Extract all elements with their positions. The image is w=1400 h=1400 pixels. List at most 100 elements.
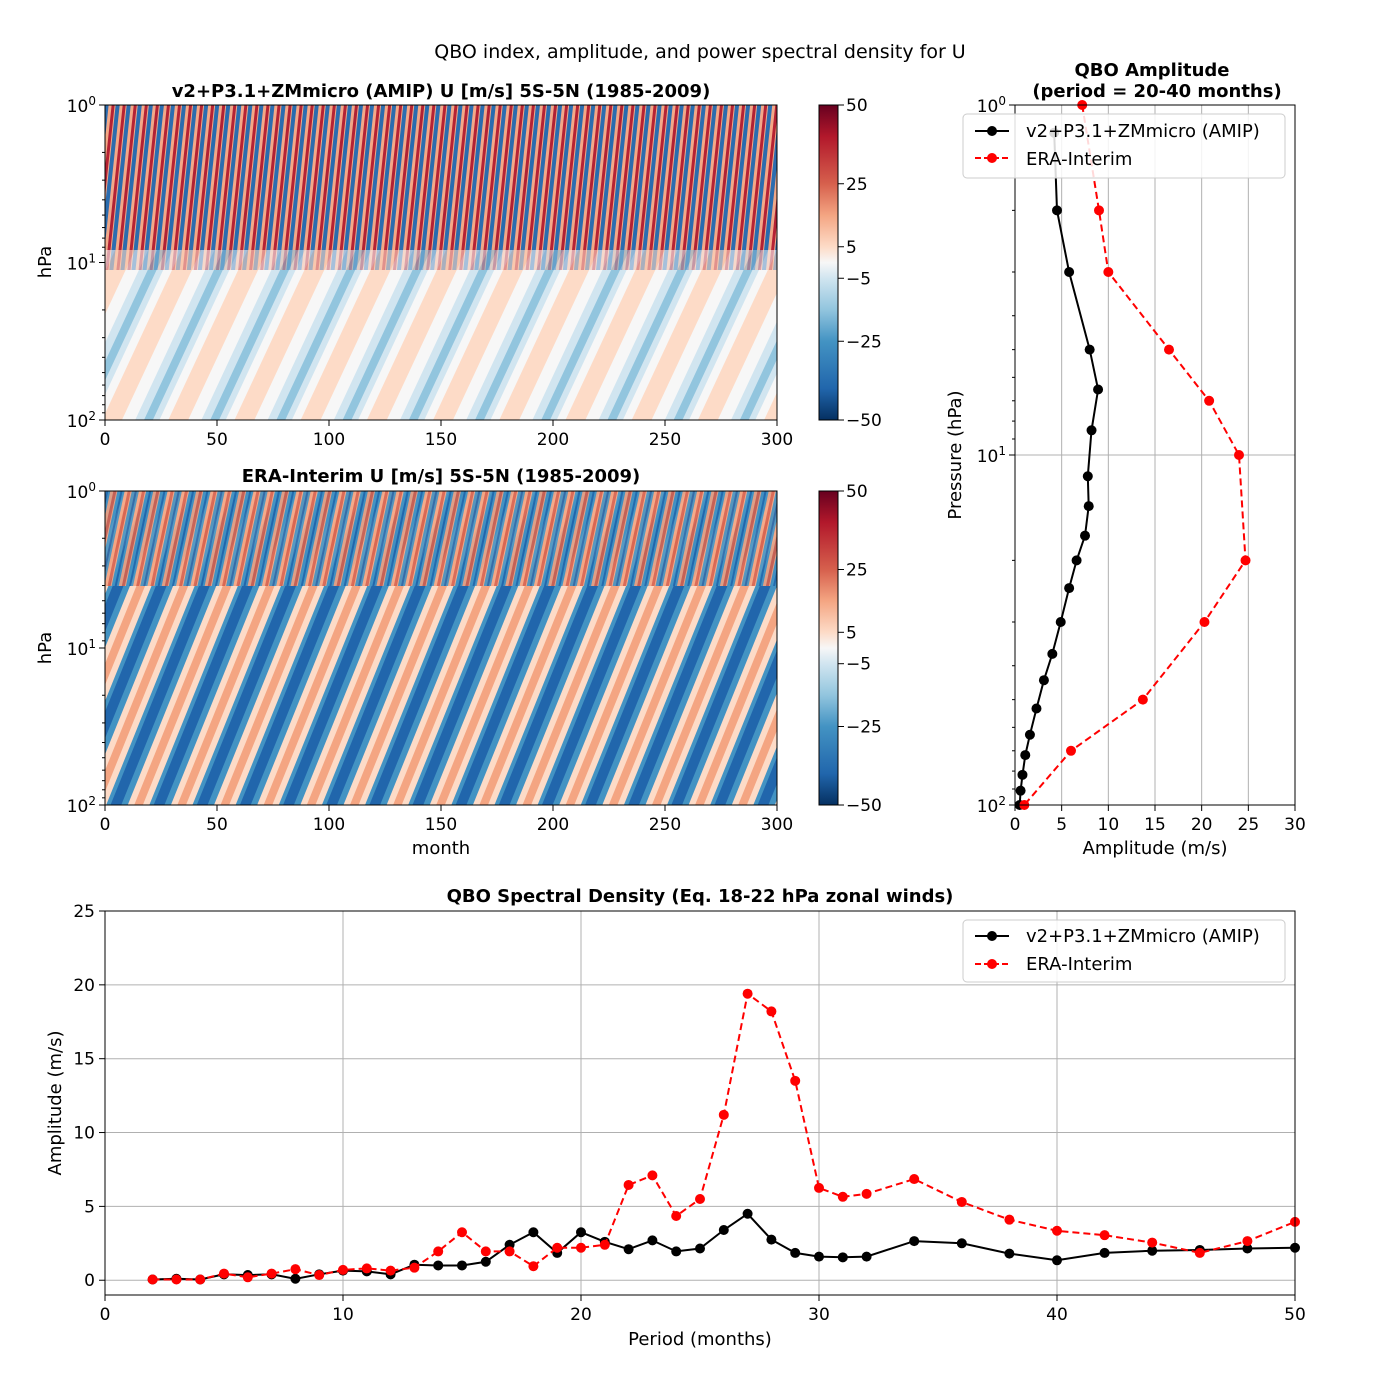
model-spectral-point bbox=[290, 1273, 301, 1284]
model-amplitude-point bbox=[1084, 344, 1095, 355]
colorbar-tick-label: −50 bbox=[846, 411, 882, 431]
amplitude-xlabel: Amplitude (m/s) bbox=[1083, 838, 1228, 859]
x-tick-label: 10 bbox=[1098, 815, 1120, 835]
y-tick-label: 102 bbox=[67, 794, 96, 817]
colorbar-tick-label: 50 bbox=[846, 482, 868, 502]
model-heatmap-yticks: 100 101 102 bbox=[67, 94, 105, 432]
colorbar-tick-label: −25 bbox=[846, 718, 882, 738]
model-spectral-point bbox=[457, 1260, 467, 1271]
x-tick-label: 150 bbox=[425, 430, 457, 450]
model-amplitude-line bbox=[1018, 132, 1100, 806]
model-amplitude-point bbox=[1082, 471, 1093, 482]
y-tick-label: 102 bbox=[67, 409, 96, 432]
amplitude-yticks: 100 101 102 bbox=[977, 94, 1015, 817]
model-amplitude-point bbox=[1086, 425, 1097, 436]
y-tick-label: 20 bbox=[73, 976, 95, 996]
amplitude-title-line2: (period = 20-40 months) bbox=[1032, 81, 1281, 102]
colorbar-tick-label: 25 bbox=[846, 561, 868, 581]
era-spectral-point bbox=[147, 1274, 158, 1285]
era-spectral-point bbox=[956, 1196, 967, 1207]
model-spectral-point bbox=[742, 1208, 753, 1219]
x-tick-label: 20 bbox=[570, 1305, 592, 1325]
model-spectral-point bbox=[956, 1238, 967, 1249]
colorbar-tick-label: −25 bbox=[846, 332, 882, 352]
model-heatmap-xticks: 0 50 100 150 200 250 300 bbox=[100, 420, 793, 450]
model-amplitude-point bbox=[1093, 384, 1104, 395]
model-amplitude-point bbox=[1083, 501, 1094, 512]
spectral-yticks: 0 5 10 15 20 25 bbox=[73, 902, 105, 1291]
era-spectral-point bbox=[837, 1191, 848, 1202]
era-amplitude-point bbox=[1164, 344, 1174, 355]
era-heatmap-xticks: 0 50 100 150 200 250 300 bbox=[100, 805, 793, 835]
era-spectral-point bbox=[409, 1262, 420, 1273]
model-spectral-point bbox=[671, 1246, 682, 1257]
model-spectral-point bbox=[528, 1227, 539, 1238]
model-spectral-point bbox=[909, 1236, 920, 1247]
amplitude-legend-model: v2+P3.1+ZMmicro (AMIP) bbox=[1026, 121, 1260, 142]
colorbar-tick-label: −5 bbox=[846, 655, 871, 675]
x-tick-label: 50 bbox=[206, 430, 228, 450]
model-spectral-point bbox=[433, 1260, 444, 1271]
era-spectral-point bbox=[1194, 1247, 1205, 1258]
y-tick-label: 25 bbox=[73, 902, 95, 922]
era-spectral-point bbox=[480, 1246, 491, 1257]
era-spectral-point bbox=[195, 1274, 206, 1285]
model-spectral-point bbox=[623, 1244, 634, 1255]
spectral-legend: v2+P3.1+ZMmicro (AMIP) ERA-Interim bbox=[962, 919, 1286, 983]
model-amplitude-point bbox=[1017, 769, 1028, 780]
amplitude-series bbox=[1014, 100, 1251, 810]
era-spectral-point bbox=[1004, 1214, 1015, 1225]
y-tick-label: 10 bbox=[73, 1124, 95, 1144]
spectral-legend-model: v2+P3.1+ZMmicro (AMIP) bbox=[1026, 926, 1260, 947]
amplitude-ylabel: Pressure (hPa) bbox=[945, 390, 966, 519]
model-amplitude-point bbox=[1024, 729, 1035, 740]
x-tick-label: 0 bbox=[100, 1305, 111, 1325]
era-spectral-point bbox=[1242, 1236, 1253, 1247]
era-spectral-point bbox=[242, 1272, 253, 1283]
model-heatmap-title: v2+P3.1+ZMmicro (AMIP) U [m/s] 5S-5N (19… bbox=[172, 81, 711, 102]
x-tick-label: 10 bbox=[332, 1305, 354, 1325]
era-spectral-point bbox=[385, 1265, 396, 1276]
era-heatmap-field bbox=[105, 491, 777, 805]
model-amplitude-point bbox=[1064, 583, 1075, 594]
colorbar-tick-label: −5 bbox=[846, 269, 871, 289]
era-spectral-point bbox=[742, 988, 753, 999]
amplitude-profile-panel: QBO Amplitude (period = 20-40 months) 0 5… bbox=[945, 60, 1306, 859]
era-colorbar: 50 25 5 −5 −25 −50 bbox=[818, 482, 882, 816]
colorbar-tick-label: 5 bbox=[846, 238, 857, 258]
model-amplitude-point bbox=[1064, 266, 1075, 277]
x-tick-label: 100 bbox=[313, 430, 345, 450]
colorbar-tick-label: 50 bbox=[846, 96, 868, 116]
model-amplitude-point bbox=[1047, 648, 1058, 659]
x-tick-label: 30 bbox=[808, 1305, 830, 1325]
model-amplitude-point bbox=[1052, 205, 1062, 216]
x-tick-label: 100 bbox=[313, 815, 345, 835]
era-spectral-point bbox=[790, 1075, 801, 1086]
era-spectral-line bbox=[152, 991, 1296, 1281]
era-spectral-point bbox=[504, 1246, 515, 1257]
model-spectral-point bbox=[695, 1243, 705, 1254]
model-spectral-point bbox=[480, 1256, 491, 1267]
amplitude-legend: v2+P3.1+ZMmicro (AMIP) ERA-Interim bbox=[962, 113, 1286, 179]
spectral-series bbox=[147, 988, 1300, 1285]
era-amplitude-point bbox=[1204, 395, 1215, 406]
spectral-xticks: 0 10 20 30 40 50 bbox=[100, 1295, 1306, 1325]
era-amplitude-point bbox=[1094, 205, 1104, 216]
spectral-legend-era: ERA-Interim bbox=[1026, 954, 1132, 975]
era-spectral-point bbox=[433, 1246, 444, 1257]
model-spectral-point bbox=[1004, 1248, 1015, 1259]
model-spectral-point bbox=[790, 1247, 801, 1258]
era-amplitude-point bbox=[1240, 555, 1251, 566]
colorbar-tick-label: −50 bbox=[846, 796, 882, 816]
x-tick-label: 0 bbox=[100, 815, 111, 835]
amplitude-legend-era: ERA-Interim bbox=[1026, 149, 1132, 170]
model-amplitude-point bbox=[1071, 555, 1082, 566]
era-spectral-point bbox=[647, 1170, 658, 1181]
era-amplitude-point bbox=[1199, 616, 1210, 627]
era-heatmap-ylabel: hPa bbox=[35, 632, 56, 664]
y-tick-label: 5 bbox=[84, 1197, 95, 1217]
model-spectral-point bbox=[647, 1235, 658, 1246]
era-spectral-point bbox=[219, 1268, 229, 1279]
spectral-panel: QBO Spectral Density (Eq. 18-22 hPa zona… bbox=[45, 886, 1306, 1350]
